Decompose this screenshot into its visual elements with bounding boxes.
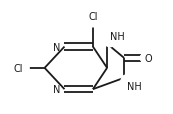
Text: NH: NH <box>127 81 142 91</box>
Text: Cl: Cl <box>88 12 98 22</box>
Circle shape <box>87 16 99 28</box>
Circle shape <box>53 86 61 93</box>
Circle shape <box>104 36 116 47</box>
Circle shape <box>140 54 148 62</box>
Text: Cl: Cl <box>14 63 23 73</box>
Text: N: N <box>53 84 60 94</box>
Text: NH: NH <box>110 32 125 41</box>
Text: N: N <box>53 42 60 52</box>
Circle shape <box>17 62 29 74</box>
Circle shape <box>121 75 133 87</box>
Text: O: O <box>144 53 152 63</box>
Circle shape <box>53 43 61 51</box>
